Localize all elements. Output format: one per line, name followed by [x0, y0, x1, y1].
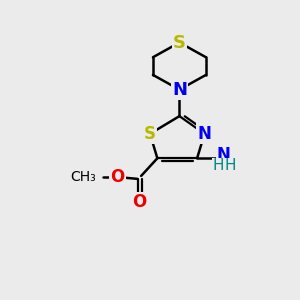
- Text: S: S: [144, 125, 156, 143]
- Text: N: N: [172, 81, 187, 99]
- Text: H: H: [224, 158, 236, 173]
- Text: CH₃: CH₃: [70, 170, 95, 184]
- Text: S: S: [173, 34, 186, 52]
- Text: O: O: [133, 194, 147, 211]
- Text: O: O: [110, 168, 125, 186]
- Text: H: H: [213, 158, 224, 173]
- Text: N: N: [197, 125, 212, 143]
- Text: N: N: [217, 146, 230, 164]
